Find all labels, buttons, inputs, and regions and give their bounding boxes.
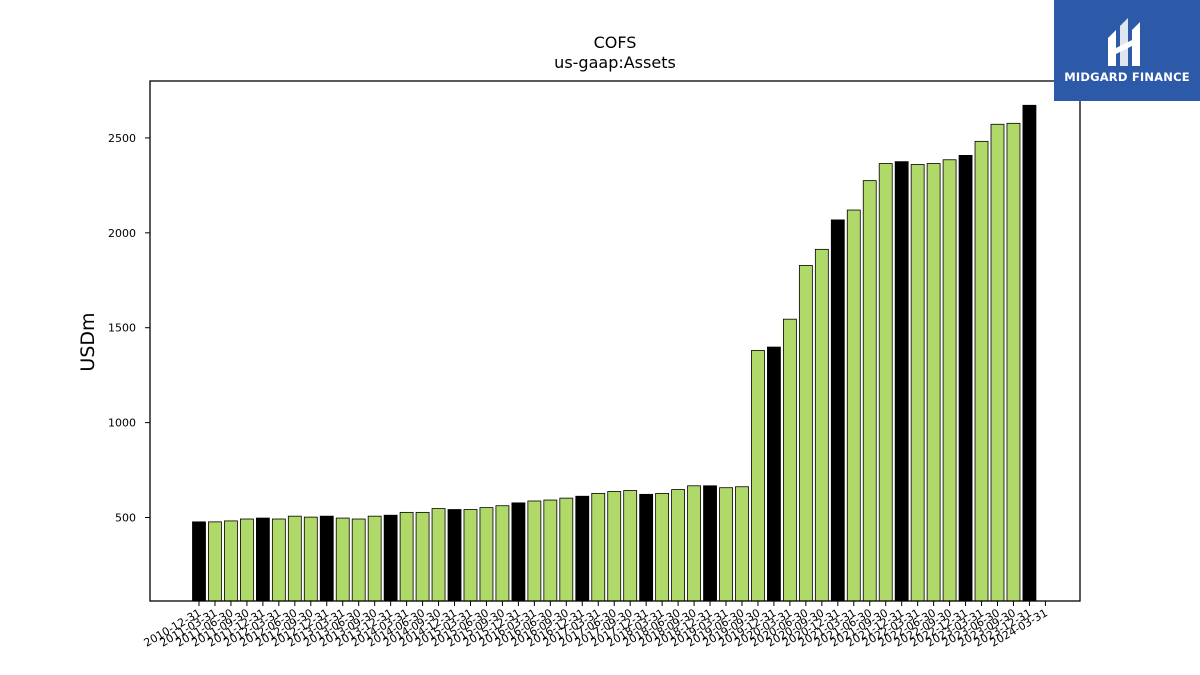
bar-2018-03-31 [655,492,670,602]
bar-2023-12-31 [1022,104,1037,602]
bar-2021-03-31 [846,209,861,602]
bars [192,104,1037,602]
bar-2011-12-31 [255,517,270,602]
bar-2021-06-30 [862,180,877,602]
bar-2020-06-30 [798,265,813,602]
bar-2017-03-31 [591,492,606,602]
bar-2020-03-31 [782,318,797,602]
logo-text: MIDGARD FINANCE [1064,70,1190,84]
chart-subtitle: us-gaap:Assets [554,53,676,72]
bar-2012-06-30 [287,515,302,602]
y-tick-label: 2500 [108,132,136,145]
bar-2016-03-31 [527,500,542,602]
bar-2011-03-31 [208,521,222,602]
bar-2021-09-30 [878,163,893,602]
bar-2014-06-30 [415,511,430,602]
bar-2023-06-30 [990,123,1005,602]
bar-2015-09-30 [495,505,510,602]
bar-2020-12-31 [830,219,845,602]
bar-2017-06-30 [607,491,622,602]
bar-2011-09-30 [240,518,254,602]
bar-2011-06-30 [224,520,238,602]
x-axis-ticks: 2010-12-312011-03-312011-06-302011-09-30… [142,601,1050,650]
bar-2014-03-31 [399,511,414,602]
plot-frame [149,80,1081,602]
bar-2012-09-30 [303,516,318,602]
bar-2017-12-31 [639,493,654,602]
bar-2022-03-31 [910,164,925,602]
bar-2015-12-31 [511,502,526,602]
chart-title: COFS [594,33,637,52]
bar-2013-12-31 [383,514,398,602]
bar-2016-09-30 [559,497,574,602]
bar-2013-03-31 [335,517,350,602]
bar-2013-09-30 [367,515,382,602]
y-tick-label: 1500 [108,322,136,335]
bar-2019-09-30 [751,350,765,602]
y-axis-ticks: 500 1000 1500 2000 2500 [108,132,150,524]
bar-2017-09-30 [623,490,638,602]
bar-2022-09-30 [942,159,957,602]
bar-2019-06-30 [735,486,749,602]
bar-2015-03-31 [463,509,478,602]
bar-2016-12-31 [575,495,590,602]
y-tick-label: 2000 [108,227,136,240]
logo-mark-icon [1108,18,1140,66]
bar-2014-12-31 [447,509,462,602]
bar-2018-09-30 [687,485,701,602]
bar-2013-06-30 [351,518,366,602]
bar-2023-03-31 [974,140,989,602]
bar-2022-12-31 [958,154,973,602]
bar-2019-03-31 [719,487,733,602]
bar-2023-09-30 [1006,122,1021,602]
bar-2015-06-30 [479,507,494,602]
bar-2018-12-31 [703,485,717,602]
bar-2018-06-30 [671,489,685,602]
bar-2014-09-30 [431,508,446,602]
y-axis-label: USDm [77,312,99,371]
bar-2016-06-30 [543,499,558,602]
bar-2021-12-31 [894,161,909,602]
bar-2012-12-31 [319,515,334,602]
y-tick-label: 1000 [108,417,136,430]
bar-2022-06-30 [926,163,941,602]
bar-2010-12-31 [192,521,206,602]
y-tick-label: 500 [115,511,136,524]
bar-2019-12-31 [767,346,781,602]
bar-2012-03-31 [271,518,286,602]
midgard-finance-logo: MIDGARD FINANCE [1054,0,1200,101]
bar-2020-09-30 [814,248,829,602]
